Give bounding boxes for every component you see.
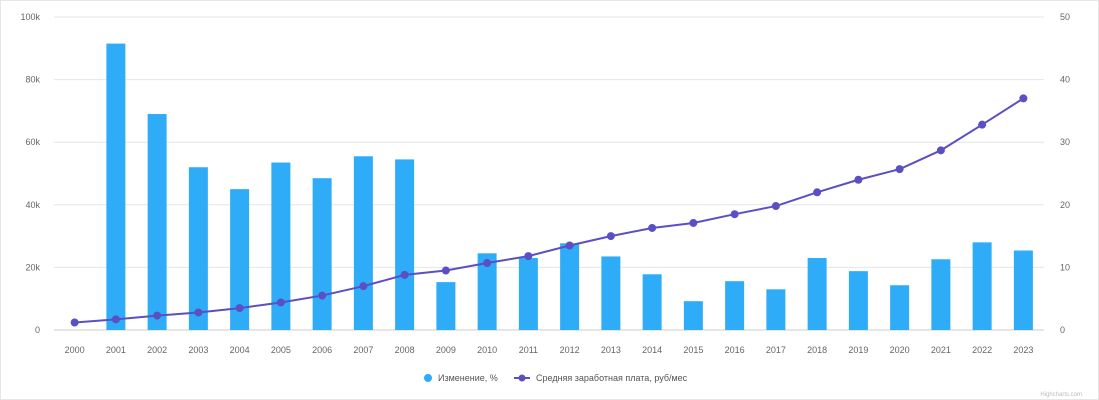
line-point[interactable] [565, 241, 574, 250]
left-tick-label: 60k [25, 137, 40, 147]
x-tick-label: 2006 [312, 345, 332, 355]
line-point[interactable] [771, 202, 780, 211]
x-tick-label: 2014 [642, 345, 662, 355]
x-tick-label: 2000 [65, 345, 85, 355]
bar[interactable] [395, 159, 415, 330]
line-point[interactable] [813, 188, 822, 197]
x-tick-label: 2013 [601, 345, 621, 355]
x-tick-label: 2011 [519, 345, 538, 355]
line-point[interactable] [194, 308, 203, 317]
gridlines [54, 16, 1044, 331]
bar[interactable] [271, 162, 291, 330]
x-tick-label: 2022 [972, 345, 992, 355]
x-tick-label: 2003 [188, 345, 208, 355]
x-tick-label: 2017 [766, 345, 786, 355]
line-point[interactable] [318, 291, 327, 300]
right-tick-label: 50 [1060, 12, 1070, 22]
x-tick-label: 2005 [271, 345, 291, 355]
x-tick-label: 2015 [683, 345, 703, 355]
line-point[interactable] [730, 210, 739, 219]
line-point[interactable] [978, 120, 987, 129]
series-line [74, 97, 1024, 324]
legend-item-bars[interactable]: Изменение, % [424, 373, 498, 383]
bar[interactable] [725, 281, 745, 330]
line-point[interactable] [483, 259, 492, 268]
bar[interactable] [477, 253, 497, 330]
x-tick-label: 2023 [1013, 345, 1033, 355]
bar[interactable] [766, 289, 786, 330]
line-point[interactable] [524, 252, 533, 261]
x-tick-label: 2016 [725, 345, 745, 355]
line-point[interactable] [400, 270, 409, 279]
legend-bar-label: Изменение, % [438, 373, 498, 383]
line-point[interactable] [936, 146, 945, 155]
line-point[interactable] [111, 315, 120, 324]
x-tick-label: 2009 [436, 345, 456, 355]
line-point[interactable] [70, 318, 79, 327]
x-tick-label: 2002 [147, 345, 167, 355]
line-point[interactable] [235, 304, 244, 313]
bar-series [106, 43, 1033, 330]
x-tick-label: 2019 [848, 345, 868, 355]
legend[interactable]: Изменение, % Средняя заработная плата, р… [424, 373, 688, 383]
line-series [70, 94, 1028, 327]
line-point[interactable] [153, 311, 162, 320]
left-tick-label: 100k [20, 12, 40, 22]
right-tick-label: 30 [1060, 137, 1070, 147]
credit-text[interactable]: Highcharts.com [1040, 392, 1082, 398]
line-point[interactable] [276, 298, 285, 307]
bar[interactable] [560, 243, 580, 330]
right-tick-label: 20 [1060, 200, 1070, 210]
bar[interactable] [518, 258, 538, 330]
right-tick-label: 0 [1060, 325, 1065, 335]
left-tick-label: 20k [25, 262, 40, 272]
x-tick-label: 2007 [353, 345, 373, 355]
line-point[interactable] [689, 218, 698, 227]
x-axis: 2000 2001 2002 2003 2004 2005 2006 2007 2008 2009… [65, 345, 1034, 355]
bar[interactable] [353, 156, 373, 330]
line-point[interactable] [441, 266, 450, 275]
line-point[interactable] [648, 223, 657, 232]
right-tick-label: 40 [1060, 75, 1070, 85]
right-y-axis: 0 10 20 30 40 50 [1060, 12, 1070, 335]
bar[interactable] [890, 285, 910, 330]
bar[interactable] [188, 167, 208, 330]
bar[interactable] [683, 301, 703, 330]
left-tick-label: 80k [25, 75, 40, 85]
x-tick-label: 2008 [395, 345, 415, 355]
bar[interactable] [1013, 250, 1033, 330]
x-tick-label: 2020 [890, 345, 910, 355]
line-point[interactable] [1019, 94, 1028, 103]
bar[interactable] [972, 242, 992, 330]
bar[interactable] [230, 189, 250, 330]
bar[interactable] [848, 271, 868, 330]
x-tick-label: 2018 [807, 345, 827, 355]
x-tick-label: 2021 [931, 345, 951, 355]
bar[interactable] [147, 114, 167, 330]
bar[interactable] [106, 43, 126, 330]
right-tick-label: 10 [1060, 262, 1070, 272]
legend-item-line[interactable]: Средняя заработная плата, руб/мес [514, 373, 688, 383]
legend-line-marker [518, 374, 526, 382]
line-point[interactable] [854, 175, 863, 184]
x-tick-label: 2012 [560, 345, 580, 355]
bar[interactable] [807, 258, 827, 330]
left-y-axis: 0 20k 40k 60k 80k 100k [20, 12, 40, 335]
legend-bar-marker [424, 374, 432, 382]
x-tick-label: 2001 [106, 345, 126, 355]
x-tick-label: 2004 [230, 345, 250, 355]
left-tick-label: 40k [25, 200, 40, 210]
line-point[interactable] [359, 282, 368, 291]
line-point[interactable] [606, 232, 615, 241]
x-tick-label: 2010 [477, 345, 497, 355]
left-tick-label: 0 [35, 325, 40, 335]
bar[interactable] [931, 259, 951, 330]
bar[interactable] [642, 274, 662, 330]
line-point[interactable] [895, 165, 904, 174]
bar[interactable] [436, 282, 456, 330]
bar[interactable] [601, 256, 621, 330]
legend-line-label: Средняя заработная плата, руб/мес [536, 373, 688, 383]
bar[interactable] [312, 178, 332, 330]
